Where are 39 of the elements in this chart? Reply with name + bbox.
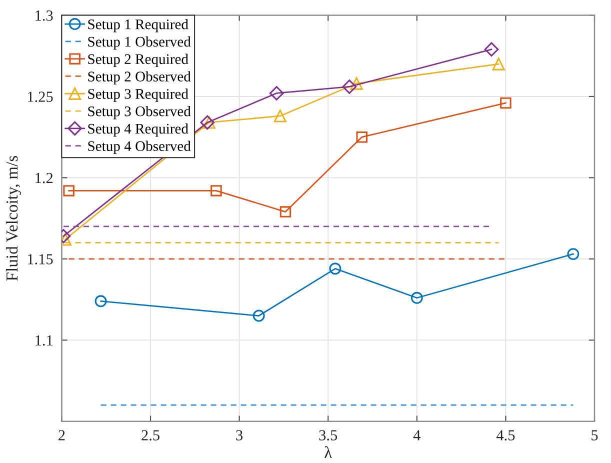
point [329, 262, 342, 275]
x-tick-label: 3.5 [319, 430, 338, 440]
point [410, 292, 423, 304]
point [500, 97, 512, 109]
legend-label: Setup 1 Observed [88, 36, 191, 50]
y-tick-label: 1.3 [36, 10, 53, 21]
x-tick-label: 4 [413, 430, 420, 440]
legend-label: Setup 1 Required [88, 19, 188, 32]
legend-label: Setup 3 Required [88, 88, 188, 102]
point [63, 185, 74, 196]
x-tick-label: 4.5 [496, 430, 515, 440]
y-tick-label: 1.1 [36, 335, 52, 346]
point [202, 116, 216, 129]
point [484, 42, 499, 57]
legend-label: Setup 2 Observed [88, 71, 191, 84]
point [567, 248, 580, 260]
y-tick-label: 1.2 [36, 172, 53, 184]
x-tick-label: 2 [58, 430, 65, 440]
point [269, 86, 284, 100]
point [342, 80, 357, 94]
legend-label: Setup 2 Required [88, 54, 188, 68]
point [274, 110, 286, 122]
legend-label: Setup 4 Observed [88, 140, 191, 154]
point [350, 77, 363, 90]
point [252, 310, 265, 322]
legend-label: Setup 4 Required [88, 123, 188, 137]
legend-label: Setup 3 Observed [88, 106, 191, 120]
point [94, 295, 107, 308]
point [356, 131, 368, 143]
point [280, 206, 292, 218]
point [492, 58, 505, 70]
y-tick-label: 1.15 [28, 254, 53, 264]
x-axis-title: λ [324, 446, 332, 458]
y-tick-label: 1.25 [28, 92, 53, 102]
x-tick-label: 5 [592, 430, 598, 440]
y-axis-title: Fluid Velcoity, m/s [6, 156, 22, 281]
x-tick-label: 2.5 [142, 430, 160, 440]
point [210, 185, 222, 196]
x-tick-label: 3 [236, 430, 243, 440]
